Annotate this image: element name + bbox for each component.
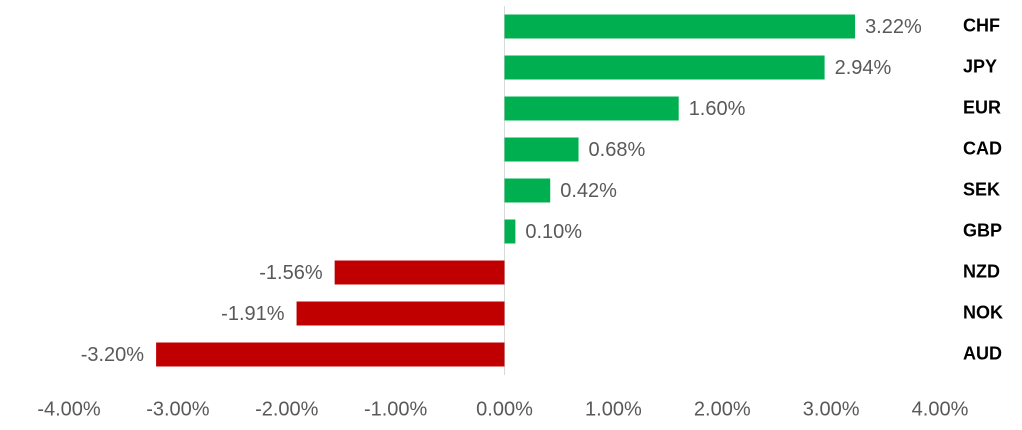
bar <box>504 96 679 121</box>
category-label: SEK <box>963 179 1000 199</box>
category-label: AUD <box>963 343 1002 363</box>
data-label: 1.60% <box>689 98 746 120</box>
category-label: CAD <box>963 138 1002 158</box>
x-tick-label: 4.00% <box>912 398 969 420</box>
x-tick-label: -3.00% <box>146 398 210 420</box>
data-label: 0.42% <box>560 180 617 202</box>
bar <box>504 55 825 80</box>
x-tick-label: -2.00% <box>255 398 319 420</box>
bar <box>504 178 551 203</box>
category-label: EUR <box>963 97 1001 117</box>
x-tick-label: 2.00% <box>694 398 751 420</box>
bar <box>296 301 505 326</box>
data-label: 2.94% <box>835 57 892 79</box>
x-tick-label: -1.00% <box>364 398 428 420</box>
category-label: CHF <box>963 15 1000 35</box>
data-label: 3.22% <box>865 16 922 38</box>
x-tick-label: 1.00% <box>585 398 642 420</box>
bar <box>504 219 516 244</box>
data-label: -1.56% <box>259 262 323 284</box>
bar <box>156 342 505 367</box>
category-label: JPY <box>963 56 997 76</box>
data-label: -3.20% <box>81 344 145 366</box>
category-label: NZD <box>963 261 1000 281</box>
data-label: 0.10% <box>525 221 582 243</box>
x-tick-label: 3.00% <box>803 398 860 420</box>
bar <box>504 14 856 39</box>
x-tick-label: -4.00% <box>37 398 101 420</box>
bar <box>504 137 579 162</box>
data-label: 0.68% <box>589 139 646 161</box>
bar <box>334 260 505 285</box>
category-label: GBP <box>963 220 1002 240</box>
x-tick-label: 0.00% <box>476 398 533 420</box>
data-label: -1.91% <box>221 303 285 325</box>
category-label: NOK <box>963 302 1003 322</box>
